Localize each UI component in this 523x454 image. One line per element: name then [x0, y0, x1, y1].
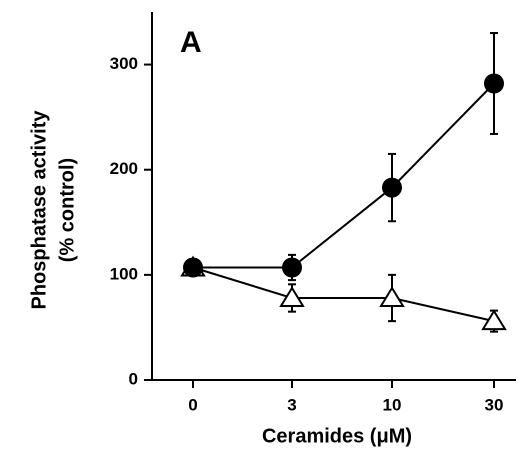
- x-tick-label: 0: [188, 395, 197, 414]
- marker: [382, 177, 402, 198]
- x-tick-label: 10: [383, 395, 402, 414]
- marker: [484, 73, 504, 94]
- x-tick-label: 30: [485, 395, 504, 414]
- x-axis-label: Ceramides (μM): [262, 425, 412, 447]
- x-tick-label: 3: [287, 395, 296, 414]
- series-line: [193, 82, 495, 269]
- y-tick-label: 0: [129, 369, 138, 388]
- marker: [282, 257, 302, 278]
- y-tick-label: 200: [110, 159, 138, 178]
- y-tick-label: 300: [110, 54, 138, 73]
- marker: [379, 286, 405, 307]
- y-axis-label: (% control): [56, 158, 78, 262]
- series-line: [192, 266, 495, 323]
- y-tick-label: 100: [110, 264, 138, 283]
- marker: [481, 309, 507, 331]
- marker: [183, 257, 203, 278]
- panel-label: A: [180, 26, 202, 59]
- y-axis-label: Phosphatase activity: [28, 110, 50, 310]
- marker: [279, 286, 305, 307]
